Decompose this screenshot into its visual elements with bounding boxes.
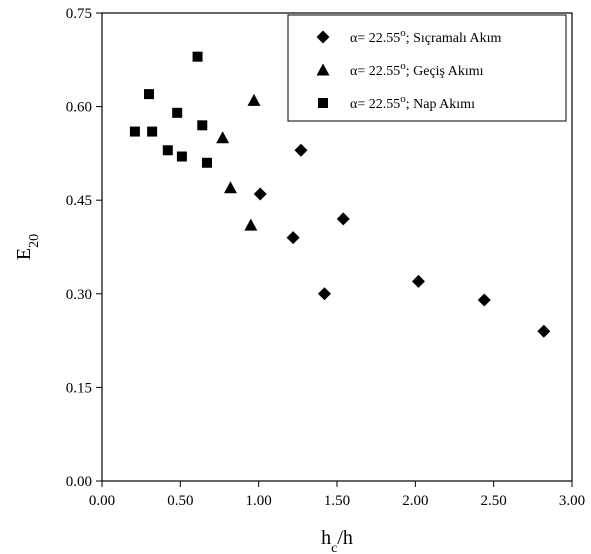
legend-label-degree: o	[400, 93, 406, 105]
x-axis-ticks: 0.00 0.50 1.00 1.50 2.00 2.50 3.00	[89, 481, 585, 509]
square-point	[144, 89, 154, 100]
square-point	[129, 126, 140, 137]
triangle-point	[247, 93, 261, 106]
x-tick-label: 3.00	[559, 493, 585, 509]
x-axis-label-main: h	[321, 527, 331, 549]
legend-label-flow-regime: ; Geçiş Akımı	[406, 64, 484, 79]
y-axis-label-main: E	[13, 248, 35, 260]
y-tick-label: 0.15	[66, 380, 92, 396]
diamond-point	[317, 287, 331, 301]
x-tick-label: 0.50	[167, 493, 193, 509]
legend-diamond-icon	[316, 30, 330, 44]
diamond-point	[411, 274, 425, 288]
triangle-point	[223, 181, 237, 194]
square-point	[176, 151, 187, 162]
x-tick-label: 1.50	[324, 493, 350, 509]
triangle-point	[216, 131, 230, 144]
legend-label-flow-regime: ; Sıçramalı Akım	[406, 31, 502, 46]
x-axis-label-rest: /h	[337, 527, 353, 549]
diamond-point	[286, 231, 300, 245]
y-axis-label: E20	[13, 234, 42, 260]
diamond-point	[253, 187, 267, 201]
x-tick-label: 2.00	[402, 493, 428, 509]
y-axis-ticks: 0.00 0.15 0.30 0.45 0.60 0.75	[66, 6, 102, 490]
diamond-point	[477, 293, 491, 307]
legend-triangle-icon	[316, 63, 330, 76]
legend-label-main: α= 22.55	[350, 31, 400, 46]
y-axis-label-sub: 20	[27, 234, 42, 248]
x-axis-label-sub: c	[331, 541, 337, 554]
y-tick-label: 0.45	[66, 193, 92, 209]
legend-label-flow-regime: ; Nap Akımı	[406, 97, 475, 112]
legend-square-icon	[318, 98, 328, 108]
legend-entry-label: α= 22.55o; Geçiş Akımı	[350, 60, 484, 79]
square-point	[162, 145, 173, 156]
x-axis-label: hc/h	[321, 527, 353, 554]
square-point	[147, 126, 158, 137]
diamond-point	[537, 324, 551, 338]
y-tick-label: 0.00	[66, 474, 92, 490]
data-points	[129, 51, 551, 338]
square-point	[201, 157, 212, 168]
legend-label-main: α= 22.55	[350, 64, 400, 79]
diamond-point	[336, 212, 350, 226]
legend-label-degree: o	[400, 27, 406, 39]
legend-entry-label: α= 22.55o; Nap Akımı	[350, 93, 475, 112]
x-tick-label: 1.00	[246, 493, 272, 509]
square-point	[172, 107, 183, 118]
y-tick-label: 0.30	[66, 287, 92, 303]
square-point	[192, 51, 203, 62]
diamond-point	[294, 143, 308, 157]
y-tick-label: 0.75	[66, 6, 92, 22]
legend-label-degree: o	[400, 60, 406, 72]
legend-entry-label: α= 22.55o; Sıçramalı Akım	[350, 27, 502, 46]
x-tick-label: 0.00	[89, 493, 115, 509]
triangle-point	[244, 218, 258, 231]
legend-box	[287, 14, 567, 122]
legend-label-main: α= 22.55	[350, 97, 400, 112]
y-tick-label: 0.60	[66, 100, 92, 116]
x-tick-label: 2.50	[481, 493, 507, 509]
square-point	[197, 120, 208, 131]
